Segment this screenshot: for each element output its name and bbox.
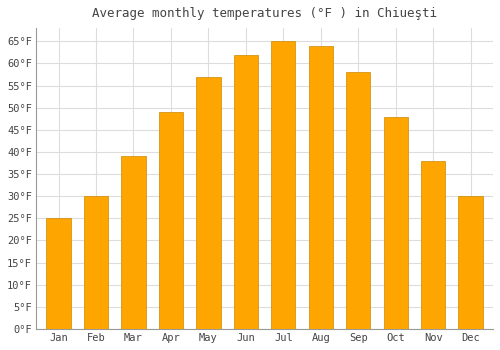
Bar: [271, 41, 295, 329]
Bar: [346, 72, 370, 329]
Bar: [234, 55, 258, 329]
Bar: [384, 117, 408, 329]
Bar: [421, 161, 446, 329]
Bar: [196, 77, 220, 329]
Bar: [46, 218, 71, 329]
Bar: [159, 112, 183, 329]
Bar: [122, 156, 146, 329]
Bar: [308, 46, 333, 329]
Bar: [84, 196, 108, 329]
Title: Average monthly temperatures (°F ) in Chiueşti: Average monthly temperatures (°F ) in Ch…: [92, 7, 437, 20]
Bar: [458, 196, 483, 329]
